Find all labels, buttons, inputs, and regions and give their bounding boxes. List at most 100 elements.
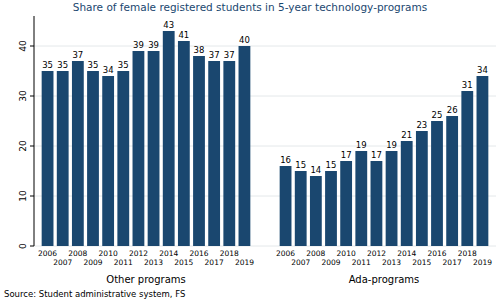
- y-tick: [30, 196, 34, 197]
- data-label: 15: [295, 160, 306, 170]
- bar: [87, 71, 99, 246]
- bar: [295, 171, 307, 246]
- x-tick-label: 2006: [38, 249, 57, 258]
- y-tick-label: 20: [18, 140, 28, 152]
- x-tick-label: 2015: [174, 258, 193, 267]
- bar: [57, 71, 69, 246]
- data-label: 15: [326, 160, 337, 170]
- data-label: 34: [477, 65, 488, 75]
- data-label: 35: [42, 60, 53, 70]
- bar: [239, 46, 251, 246]
- y-tick-label: 10: [18, 190, 28, 202]
- data-label: 26: [447, 105, 458, 115]
- y-tick-label: 40: [18, 40, 28, 52]
- x-tick-label: 2018: [220, 249, 239, 258]
- data-label: 31: [462, 80, 473, 90]
- y-tick-label: 30: [18, 90, 28, 102]
- bar: [208, 61, 220, 246]
- x-tick-label: 2018: [458, 249, 477, 258]
- bar: [102, 76, 114, 246]
- bar: [401, 141, 413, 246]
- bar: [178, 41, 190, 246]
- x-tick-label: 2012: [367, 249, 386, 258]
- bar: [416, 131, 428, 246]
- x-tick-label: 2017: [205, 258, 224, 267]
- bar: [371, 161, 383, 246]
- title: Share of female registered students in 5…: [73, 1, 427, 13]
- bar: [280, 166, 292, 246]
- y-tick: [30, 246, 34, 247]
- data-label: 40: [239, 35, 250, 45]
- x-tick-label: 2009: [83, 258, 102, 267]
- bar: [461, 91, 473, 246]
- data-label: 25: [432, 110, 443, 120]
- bar: [431, 121, 443, 246]
- data-label: 19: [356, 140, 367, 150]
- bars: [42, 31, 489, 246]
- bar: [223, 61, 235, 246]
- bar: [42, 71, 54, 246]
- data-label: 37: [72, 50, 83, 60]
- data-label: 19: [386, 140, 397, 150]
- x-tick-label: 2008: [306, 249, 325, 258]
- grid-line: [34, 46, 496, 47]
- source: Source: Student administrative system, F…: [4, 289, 185, 299]
- data-label: 41: [178, 30, 189, 40]
- data-label: 14: [310, 165, 321, 175]
- data-label: 34: [103, 65, 114, 75]
- bar: [148, 51, 160, 246]
- x-tick-label: 2012: [129, 249, 148, 258]
- x-tick-label: 2014: [397, 249, 416, 258]
- x-tick-label: 2016: [189, 249, 208, 258]
- x-tick-label: 2015: [412, 258, 431, 267]
- bar: [386, 151, 398, 246]
- data-label: 23: [416, 120, 427, 130]
- group-label: Other programs: [106, 274, 185, 285]
- data-label: 39: [133, 40, 144, 50]
- x-tick-label: 2007: [291, 258, 310, 267]
- x-tick-label: 2014: [159, 249, 178, 258]
- bar: [193, 56, 205, 246]
- bar: [310, 176, 322, 246]
- x-tick-label: 2019: [473, 258, 492, 267]
- data-label: 35: [88, 60, 99, 70]
- data-label: 35: [118, 60, 129, 70]
- bar: [340, 161, 352, 246]
- data-label: 39: [148, 40, 159, 50]
- x-tick-label: 2011: [114, 258, 133, 267]
- bar: [446, 116, 458, 246]
- y-tick: [30, 46, 34, 47]
- x-tick-label: 2019: [235, 258, 254, 267]
- x-tick-label: 2010: [337, 249, 356, 258]
- data-label: 37: [209, 50, 220, 60]
- bar: [117, 71, 129, 246]
- x-tick-label: 2016: [427, 249, 446, 258]
- bar: [325, 171, 337, 246]
- data-label: 17: [371, 150, 382, 160]
- x-tick-label: 2006: [276, 249, 295, 258]
- bar: [355, 151, 367, 246]
- x-tick-label: 2010: [99, 249, 118, 258]
- group-label: Ada-programs: [349, 274, 420, 285]
- data-label: 38: [194, 45, 205, 55]
- bar: [133, 51, 145, 246]
- y-tick: [30, 146, 34, 147]
- data-label: 35: [57, 60, 68, 70]
- chart: Share of female registered students in 5…: [0, 0, 500, 301]
- x-tick-label: 2007: [53, 258, 72, 267]
- bar: [72, 61, 84, 246]
- background: [0, 0, 500, 301]
- bar: [163, 31, 175, 246]
- data-label: 43: [163, 20, 174, 30]
- data-label: 17: [341, 150, 352, 160]
- bar: [477, 76, 489, 246]
- x-tick-label: 2017: [443, 258, 462, 267]
- x-tick-label: 2013: [382, 258, 401, 267]
- y-tick-label: 0: [18, 243, 28, 249]
- x-tick-label: 2009: [321, 258, 340, 267]
- labels: 35 2006 35 2007 37 2008 35 2009 34 2010 35 2011 39 20…: [38, 20, 492, 285]
- x-tick-label: 2013: [144, 258, 163, 267]
- y-tick: [30, 96, 34, 97]
- data-label: 16: [280, 155, 291, 165]
- x-tick-label: 2011: [352, 258, 371, 267]
